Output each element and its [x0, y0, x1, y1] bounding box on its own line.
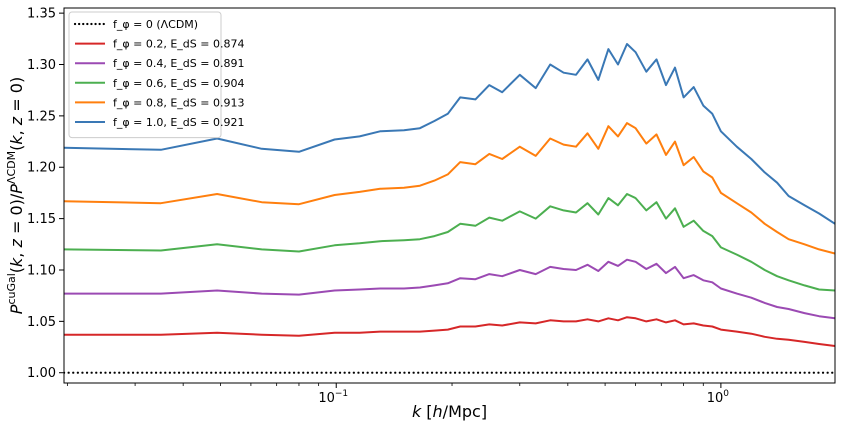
series-line-2	[64, 258, 835, 320]
legend-label-3: f_φ = 0.6, E_dS = 0.904	[113, 77, 244, 90]
x-tick-label: 10−1	[318, 389, 348, 406]
y-tick-label: 1.35	[27, 7, 56, 22]
legend-label-1: f_φ = 0.2, E_dS = 0.874	[113, 38, 244, 51]
y-axis-ticks: 1.00 1.05 1.10 1.15 1.20 1.25 1.30 1.35	[27, 7, 64, 381]
legend-box	[68, 11, 222, 139]
plot-frame	[63, 7, 836, 384]
legend-label-4: f_φ = 0.8, E_dS = 0.913	[113, 96, 244, 109]
legend: f_φ = 0 (ΛCDM) f_φ = 0.2, E_dS = 0.874 f_φ…	[68, 11, 244, 139]
y-tick-label: 1.30	[27, 58, 56, 73]
series-line-4	[64, 122, 835, 255]
y-tick-label: 1.20	[27, 161, 56, 176]
series-line-3	[64, 193, 835, 292]
legend-label-2: f_φ = 0.4, E_dS = 0.891	[113, 57, 244, 70]
legend-label-5: f_φ = 1.0, E_dS = 0.921	[113, 116, 244, 129]
series-line-5	[64, 43, 835, 225]
x-tick-label: 100	[707, 389, 730, 406]
series-line-1	[64, 316, 835, 347]
y-tick-label: 1.10	[27, 263, 56, 278]
x-axis-label: k [h/Mpc]	[412, 402, 487, 421]
y-axis-label: PcuGal(k, z = 0)/PΛCDM(k, z = 0)	[5, 77, 26, 314]
legend-label-0: f_φ = 0 (ΛCDM)	[113, 18, 198, 31]
y-tick-label: 1.25	[27, 109, 56, 124]
series-layer	[64, 43, 835, 374]
y-tick-label: 1.00	[27, 366, 56, 381]
y-tick-label: 1.05	[27, 315, 56, 330]
x-axis-ticks: 10−1 100	[66, 383, 730, 406]
y-tick-label: 1.15	[27, 212, 56, 227]
